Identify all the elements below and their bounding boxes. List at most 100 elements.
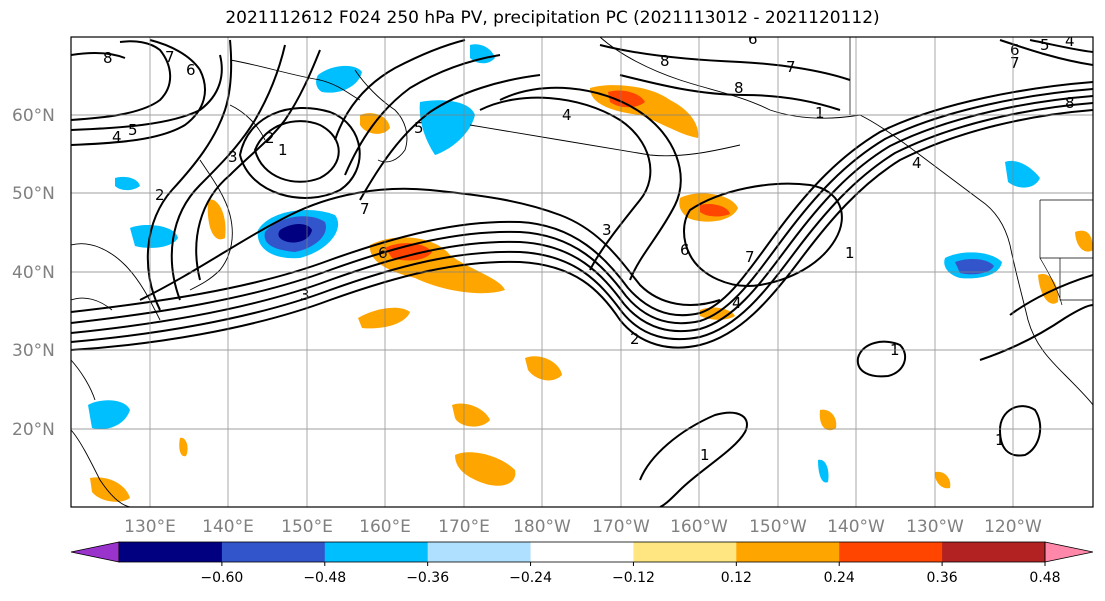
lon-label: 160°E (359, 517, 411, 537)
precip-positive-area (934, 471, 951, 489)
precip-positive-area (819, 409, 837, 431)
precip-strong-positive-area (700, 204, 730, 217)
colorbar-extend-low (70, 541, 120, 563)
precip-negative-area (470, 44, 495, 64)
colorbar-tick-label: 0.48 (1029, 570, 1060, 586)
pv-contour (856, 340, 907, 378)
lon-label: 160°W (670, 517, 728, 537)
colorbar-tick-label: −0.60 (200, 570, 243, 586)
pv-contour-label: 6 (748, 30, 758, 48)
colorbar-segment (530, 542, 634, 562)
lat-label: 50°N (12, 184, 55, 204)
precip-negative-area (130, 225, 178, 248)
pv-contour-label: 6 (680, 241, 690, 259)
pv-contour-label: 3 (602, 221, 612, 239)
precip-strong-positive-area (608, 90, 645, 108)
lon-label: 140°E (202, 517, 254, 537)
precip-positive-area (452, 403, 490, 427)
precip-negative-area (818, 459, 829, 483)
pv-contour (139, 187, 721, 306)
lon-label: 130°W (906, 517, 964, 537)
pv-contour-label: 4 (1065, 32, 1075, 50)
kamchatka-coastline (354, 69, 408, 163)
lon-label: 120°W (984, 517, 1042, 537)
asia-coastline (71, 243, 161, 507)
pv-contour-label: 4 (112, 128, 122, 146)
precip-positive-area (1075, 230, 1093, 252)
precip-negative-area (88, 400, 130, 430)
political-borders (849, 37, 1093, 306)
pv-contour-label: 1 (995, 431, 1005, 449)
colorbar-segment (736, 542, 840, 562)
lon-label: 140°W (827, 517, 885, 537)
colorbar-tick-labels: −0.60 −0.48 −0.36 −0.24 −0.12 0.12 0.24 0.36 0.4… (200, 562, 1061, 586)
pv-contour-label: 6 (378, 244, 388, 262)
map-contents: 8 7 6 5 4 3 2 1 8 7 6 7 8 8 6 5 4 5 4 4 … (71, 30, 1093, 507)
pv-contours (71, 39, 1093, 507)
alaska-coastline (599, 37, 1011, 246)
pv-contour-label: 7 (786, 58, 796, 76)
pv-contour-label: 4 (732, 294, 742, 312)
lon-label: 170°E (438, 517, 490, 537)
pv-contour-label: 8 (734, 79, 744, 97)
lon-label: 170°W (592, 517, 650, 537)
pv-contour (71, 52, 126, 59)
gridlines (71, 37, 1093, 507)
precip-positive-area (90, 477, 130, 502)
pv-contour-label: 1 (845, 244, 855, 262)
colorbar-tick-label: −0.48 (303, 570, 346, 586)
colorbar-segment (633, 542, 737, 562)
precip-positive-area (455, 452, 516, 486)
pv-contour (71, 40, 172, 121)
lat-label: 60°N (12, 106, 55, 126)
pv-contour (71, 88, 1093, 325)
precip-strong-negative-area (955, 258, 994, 275)
lon-label: 180°W (513, 517, 571, 537)
precip-positive-area (179, 437, 188, 457)
colorbar-extend-high (1044, 541, 1094, 563)
pv-contour (499, 86, 682, 281)
pv-contour (979, 304, 1093, 361)
pv-contour-label: 2 (630, 330, 640, 348)
colorbar-tick-label: −0.24 (509, 570, 552, 586)
pv-contour-label: 8 (660, 52, 670, 70)
lon-label: 150°E (281, 517, 333, 537)
pv-contour-label: 6 (186, 61, 196, 79)
pv-contour-label: 7 (1010, 54, 1020, 72)
colorbar-tick-label: −0.36 (406, 570, 449, 586)
lat-label: 20°N (12, 420, 55, 440)
pv-contour (71, 102, 1093, 343)
pv-contour-label: 4 (912, 154, 922, 172)
coastlines (71, 37, 1093, 507)
pv-contour (71, 81, 1093, 317)
pv-contour (71, 54, 223, 131)
precip-negative-area (115, 176, 140, 191)
precip-strongest-negative-area (278, 224, 312, 243)
precip-positive-area (525, 356, 562, 381)
pv-contour (1009, 274, 1093, 316)
pv-contour-label: 2 (265, 129, 275, 147)
pv-contour-label: 3 (300, 286, 310, 304)
pv-contour (146, 39, 233, 311)
pv-contour-label: 5 (1040, 36, 1050, 54)
pv-contour (71, 109, 1093, 351)
colorbar-tick-label: 0.12 (721, 570, 752, 586)
colorbar-segment (427, 542, 532, 562)
pv-contour (170, 44, 286, 301)
map-frame (70, 36, 1094, 508)
longitude-labels: 130°E 140°E 150°E 160°E 170°E 180°W 170°… (124, 517, 1042, 537)
precip-positive-area (207, 199, 226, 240)
precip-negative-area (419, 100, 475, 155)
pv-contour (619, 74, 841, 111)
pv-contour (71, 39, 206, 146)
colorbar-frame (118, 541, 1046, 563)
pv-contour (683, 182, 843, 287)
latitude-labels: 60°N 50°N 40°N 30°N 20°N (12, 106, 55, 440)
north-america-coastline (1009, 244, 1093, 406)
pv-contour-label: 1 (278, 141, 288, 159)
pv-contour (195, 49, 321, 281)
colorbar-segment (942, 542, 1046, 562)
precip-negative-area (1005, 160, 1040, 188)
colorbar (70, 541, 1094, 563)
